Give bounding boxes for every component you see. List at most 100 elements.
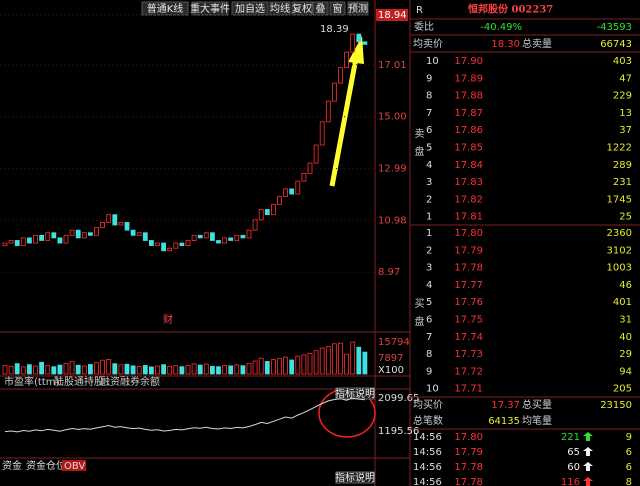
volume-bar (69, 361, 75, 375)
trade-count: 9 (626, 432, 632, 443)
volume: 229 (613, 91, 632, 102)
toolbar-button[interactable] (291, 1, 313, 16)
toolbar-label[interactable]: 均线 (270, 2, 290, 15)
candle (191, 234, 197, 241)
volume-bar (8, 365, 14, 375)
candle (350, 33, 356, 53)
level: 7 (426, 108, 432, 119)
help-label[interactable]: 指标说明 (335, 471, 375, 484)
total-sell: 66743 (600, 39, 632, 50)
price: 17.78 (454, 263, 483, 274)
toolbar-label[interactable]: 普通K线 (147, 2, 184, 15)
candle (75, 229, 81, 239)
ratio: -40.49% (480, 22, 522, 33)
toolbar-label[interactable]: 复权 (292, 2, 312, 15)
candle (313, 144, 319, 164)
volume-bar (20, 366, 26, 375)
volume-bar (338, 342, 343, 375)
candle (167, 247, 173, 252)
toolbar-label[interactable]: 预测 (348, 2, 368, 15)
bottom-tab[interactable]: OBV (64, 461, 85, 472)
event-marker: 财 (163, 313, 173, 326)
volume-bar (142, 365, 148, 375)
candle (295, 180, 301, 195)
candle (270, 203, 276, 216)
volume-bar (14, 363, 20, 375)
candle (57, 237, 63, 244)
toolbar-label[interactable]: 窗 (333, 2, 343, 15)
level: 8 (426, 349, 432, 360)
stock-title: 恒邦股份 002237 (468, 3, 553, 16)
volume-bar (81, 365, 87, 375)
volume-bar (203, 363, 209, 375)
indicator-tab[interactable]: 融资融券余额 (100, 375, 160, 388)
bottom-tab[interactable]: 资金 (2, 459, 22, 472)
volume-bar (331, 343, 337, 375)
volume-bar (75, 364, 81, 375)
level: 1 (426, 228, 432, 239)
trade-price: 17.78 (454, 462, 483, 473)
level: 7 (426, 332, 432, 343)
volume-unit: X100 (378, 365, 404, 376)
ratio-diff: -43593 (597, 22, 632, 33)
level: 10 (426, 56, 439, 67)
price-tick-label: 10.98 (378, 215, 407, 226)
volume-bar (289, 359, 295, 375)
volume-bar (246, 362, 252, 375)
price: 17.79 (454, 245, 483, 256)
candle (33, 234, 38, 244)
bottom-tab[interactable]: 资金仓位 (26, 459, 66, 472)
toolbar-label[interactable]: 加自选 (235, 2, 265, 15)
toolbar-label[interactable]: 叠 (316, 3, 326, 15)
avg-buy: 17.37 (491, 400, 520, 411)
volume: 29 (619, 349, 632, 360)
toolbar-button[interactable] (347, 1, 369, 16)
volume-bar (100, 359, 105, 375)
volume-bar (136, 366, 142, 375)
price: 17.74 (454, 332, 483, 343)
volume: 3102 (607, 245, 632, 256)
volume-bar (112, 363, 118, 375)
volume-bar (197, 364, 203, 375)
obv-line (4, 397, 365, 433)
volume-bar (234, 364, 240, 375)
candle (234, 234, 240, 241)
volume-bar (222, 365, 228, 375)
side-label: 买盘 (412, 298, 424, 334)
candle (112, 214, 118, 226)
price: 17.81 (454, 212, 483, 223)
toolbar-button[interactable] (329, 1, 346, 16)
toolbar-button[interactable] (191, 1, 229, 16)
help-button[interactable] (335, 471, 375, 484)
volume-bar (167, 365, 173, 375)
label: 均买价 (413, 399, 443, 411)
help-button[interactable] (335, 387, 375, 400)
trade-volume: 116 (561, 477, 580, 486)
help-label[interactable]: 指标说明 (335, 387, 375, 400)
label: 总卖量 (522, 37, 552, 50)
label: 委比 (414, 20, 434, 33)
volume-bar (362, 351, 368, 375)
candle (2, 242, 8, 247)
toolbar-label[interactable]: 重大事件 (190, 2, 230, 15)
volume-bar (228, 365, 234, 375)
price: 17.87 (454, 108, 483, 119)
toolbar-button[interactable] (231, 1, 269, 16)
volume-bar (94, 362, 99, 375)
volume-bar (240, 365, 246, 375)
arrow-head (348, 36, 364, 64)
candle (301, 173, 307, 182)
candle (185, 240, 191, 247)
price: 17.71 (454, 384, 483, 395)
volume-bar (344, 353, 350, 375)
indicator-tab[interactable]: 陆股通持股 (54, 375, 104, 388)
candle (362, 41, 368, 45)
volume: 205 (613, 384, 632, 395)
candle (142, 232, 148, 241)
volume-bar (350, 341, 356, 375)
indicator-tab[interactable]: 市盈率(ttm) (4, 375, 59, 388)
price: 17.73 (454, 349, 483, 360)
level: 3 (426, 177, 432, 188)
candle (51, 232, 57, 239)
trade-time: 14:56 (413, 462, 442, 473)
